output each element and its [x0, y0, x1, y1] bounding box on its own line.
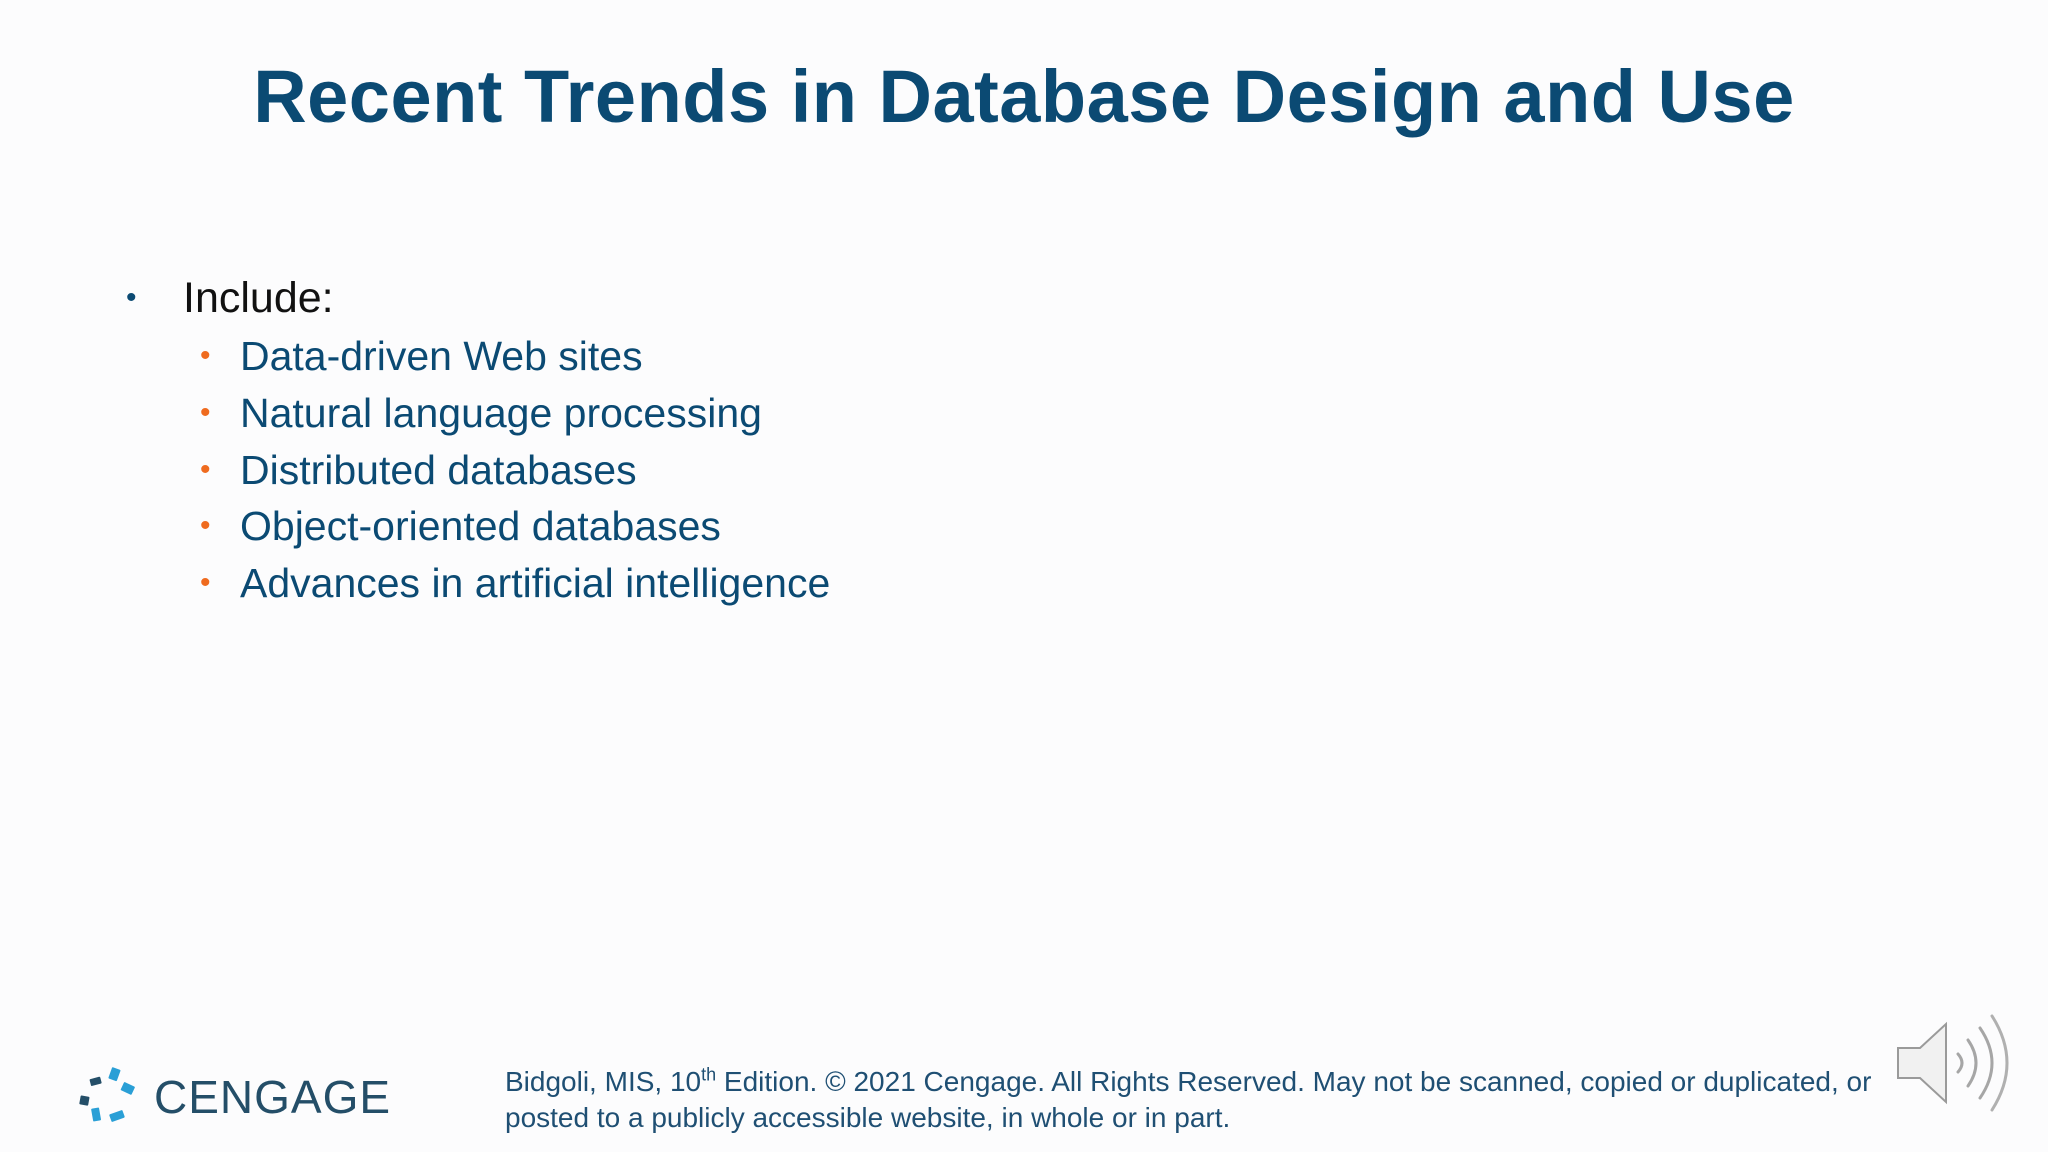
sub-bullet-label: Data-driven Web sites: [240, 333, 643, 379]
sub-bullet-dot-icon: •: [200, 566, 211, 600]
bullet-list: • Include: • Data-driven Web sites • Nat…: [122, 268, 1822, 612]
cengage-logo-icon: [79, 1067, 135, 1122]
bullet-dot-icon: •: [126, 281, 137, 314]
bullet-label: Include:: [183, 274, 334, 322]
sub-bullet-label: Object-oriented databases: [240, 503, 721, 550]
sub-bullet-dot-icon: •: [200, 452, 211, 486]
bullet-item-include: • Include:: [122, 268, 1822, 328]
sub-bullet-dot-icon: •: [200, 395, 211, 429]
slide-title: Recent Trends in Database Design and Use: [253, 55, 1795, 138]
sub-bullet-item: • Data-driven Web sites: [122, 328, 1822, 385]
sub-bullet-item: • Advances in artificial intelligence: [122, 555, 1822, 612]
sub-bullet-item: • Object-oriented databases: [122, 498, 1822, 555]
sub-bullet-label: Advances in artificial intelligence: [240, 560, 831, 607]
cengage-logo: CENGAGE: [78, 1064, 390, 1128]
copyright-line-1: Bidgoli, MIS, 10th Edition. © 2021 Cenga…: [505, 1064, 1985, 1100]
cengage-logo-text: CENGAGE: [154, 1071, 392, 1123]
copyright-text-a: Bidgoli, MIS, 10: [505, 1066, 702, 1097]
sub-bullet-item: • Distributed databases: [122, 442, 1822, 499]
copyright-superscript: th: [701, 1064, 717, 1085]
speaker-icon: [1897, 1014, 2009, 1112]
sub-bullet-label: Natural language processing: [240, 389, 762, 436]
copyright-text-b: Edition. © 2021 Cengage. All Rights Rese…: [716, 1066, 1872, 1097]
copyright-footer: Bidgoli, MIS, 10th Edition. © 2021 Cenga…: [505, 1064, 1985, 1136]
audio-speaker-button[interactable]: [1894, 1010, 2014, 1114]
sub-bullet-dot-icon: •: [200, 509, 211, 543]
sub-bullet-label: Distributed databases: [240, 446, 637, 493]
sub-bullet-dot-icon: •: [200, 339, 211, 372]
sub-bullet-item: • Natural language processing: [122, 385, 1822, 442]
copyright-line-2: posted to a publicly accessible website,…: [505, 1102, 1231, 1133]
